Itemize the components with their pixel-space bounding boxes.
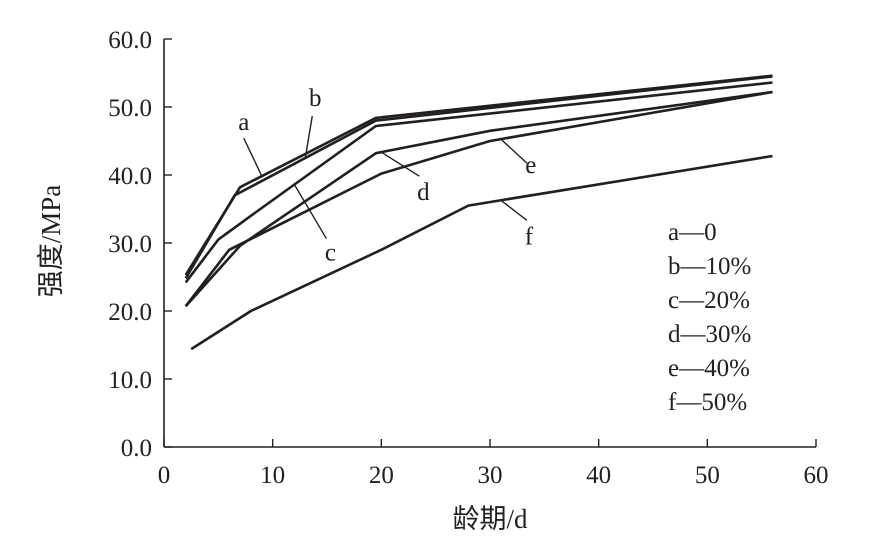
series-lines bbox=[184, 74, 773, 351]
annotation-leader-b bbox=[304, 115, 313, 159]
annotation-leader-c bbox=[293, 184, 328, 239]
y-tick-label: 60.0 bbox=[108, 27, 152, 54]
y-axis-title: 强度/MPa bbox=[36, 185, 66, 298]
y-tick-label: 10.0 bbox=[108, 367, 152, 394]
legend-item-f: f—50% bbox=[668, 389, 747, 416]
legend-item-b: b—10% bbox=[668, 253, 751, 280]
x-tick-label: 0 bbox=[158, 462, 171, 489]
y-tick-label: 40.0 bbox=[108, 163, 152, 190]
annotation-label-f: f bbox=[525, 223, 534, 250]
y-tick-label: 0.0 bbox=[121, 435, 152, 462]
annotation-label-c: c bbox=[325, 240, 336, 267]
legend: a—0 b—10% c—20% d—30% e—40% f—50% bbox=[668, 219, 751, 416]
legend-item-e: e—40% bbox=[668, 355, 750, 382]
x-tick-label: 30 bbox=[478, 462, 503, 489]
series-line-c bbox=[184, 81, 773, 284]
curve-annotations: a b c d e f bbox=[238, 85, 536, 267]
y-tick-label: 20.0 bbox=[108, 299, 152, 326]
annotation-label-d: d bbox=[417, 179, 430, 206]
series-line-e bbox=[184, 90, 773, 307]
annotation-leader-a bbox=[243, 137, 263, 177]
y-tick-label: 50.0 bbox=[108, 95, 152, 122]
x-tick-label: 20 bbox=[369, 462, 394, 489]
series-line-f bbox=[190, 154, 773, 351]
annotation-label-b: b bbox=[309, 85, 322, 112]
x-tick-label: 50 bbox=[695, 462, 720, 489]
series-line-d bbox=[184, 90, 773, 308]
y-tick-label: 30.0 bbox=[108, 231, 152, 258]
annotation-label-e: e bbox=[525, 152, 536, 179]
x-tick-label: 60 bbox=[804, 462, 829, 489]
annotation-leader-e bbox=[500, 138, 528, 164]
axes: 0 10 20 30 40 50 60 0.0 10.0 20.0 30.0 40.0 50.0 60.0 bbox=[108, 27, 828, 489]
annotation-label-a: a bbox=[238, 109, 249, 136]
annotation-leader-d bbox=[380, 151, 420, 177]
series-line-b bbox=[184, 75, 773, 280]
legend-item-a: a—0 bbox=[668, 219, 717, 246]
legend-item-c: c—20% bbox=[668, 287, 750, 314]
x-axis-title: 龄期/d bbox=[452, 504, 528, 534]
x-tick-label: 40 bbox=[586, 462, 611, 489]
annotation-leader-f bbox=[500, 199, 528, 221]
x-tick-label: 10 bbox=[260, 462, 285, 489]
legend-item-d: d—30% bbox=[668, 321, 751, 348]
